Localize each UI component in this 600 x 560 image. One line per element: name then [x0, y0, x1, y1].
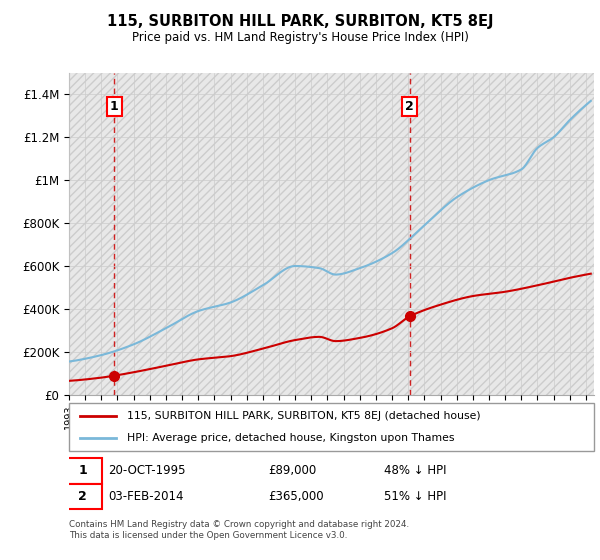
- Text: 2: 2: [405, 100, 414, 113]
- Text: 1: 1: [78, 464, 87, 477]
- Text: Contains HM Land Registry data © Crown copyright and database right 2024.
This d: Contains HM Land Registry data © Crown c…: [69, 520, 409, 540]
- FancyBboxPatch shape: [64, 484, 101, 510]
- Text: 2: 2: [78, 490, 87, 503]
- Text: 115, SURBITON HILL PARK, SURBITON, KT5 8EJ (detached house): 115, SURBITON HILL PARK, SURBITON, KT5 8…: [127, 411, 481, 421]
- Text: 115, SURBITON HILL PARK, SURBITON, KT5 8EJ: 115, SURBITON HILL PARK, SURBITON, KT5 8…: [107, 14, 493, 29]
- Text: 51% ↓ HPI: 51% ↓ HPI: [384, 490, 446, 503]
- Text: 48% ↓ HPI: 48% ↓ HPI: [384, 464, 446, 477]
- FancyBboxPatch shape: [69, 403, 594, 451]
- Text: HPI: Average price, detached house, Kingston upon Thames: HPI: Average price, detached house, King…: [127, 433, 454, 443]
- Text: £365,000: £365,000: [269, 490, 324, 503]
- Text: £89,000: £89,000: [269, 464, 317, 477]
- Text: 20-OCT-1995: 20-OCT-1995: [109, 464, 186, 477]
- Text: 03-FEB-2014: 03-FEB-2014: [109, 490, 184, 503]
- FancyBboxPatch shape: [64, 458, 101, 484]
- Text: Price paid vs. HM Land Registry's House Price Index (HPI): Price paid vs. HM Land Registry's House …: [131, 31, 469, 44]
- Text: 1: 1: [110, 100, 119, 113]
